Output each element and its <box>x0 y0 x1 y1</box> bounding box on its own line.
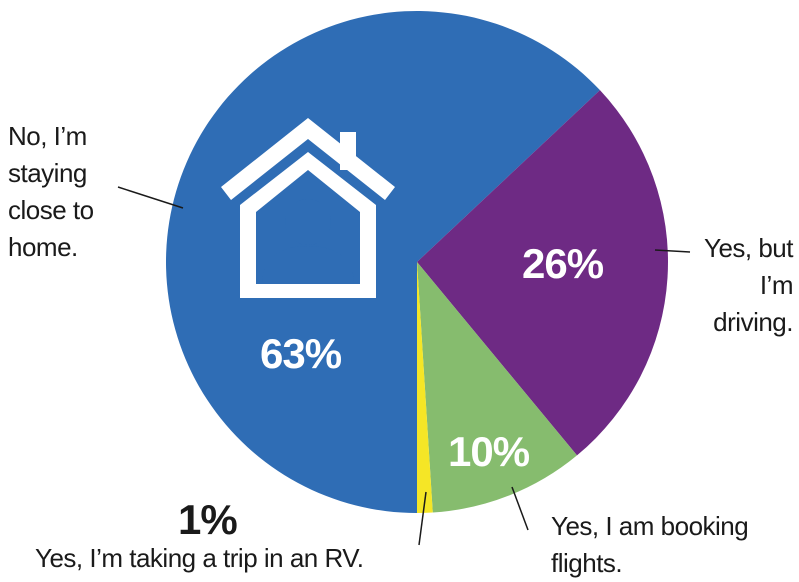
slice-label: Yes, I am booking flights. <box>551 511 749 578</box>
roof <box>221 118 395 200</box>
person-icon <box>262 199 354 284</box>
slices <box>166 11 669 513</box>
pie-slice <box>417 262 433 513</box>
leader-line <box>511 486 529 531</box>
person-body <box>262 246 354 284</box>
value-label: 63% <box>260 330 342 377</box>
chimney <box>340 132 356 170</box>
house-icon <box>221 118 395 298</box>
value-label: 26% <box>522 240 604 287</box>
slice-label: Yes, but I’m driving. <box>703 233 794 337</box>
leader-line <box>418 491 427 546</box>
slice-label: Yes, I’m taking a trip in an RV. <box>35 543 364 573</box>
slice-label: No, I’m staying close to home. <box>8 121 94 262</box>
house-body <box>240 152 376 298</box>
leader-line <box>654 249 691 253</box>
pie-slice <box>166 11 600 513</box>
person-head <box>285 199 331 245</box>
value-label: 1% <box>178 496 238 543</box>
pie-slice <box>417 90 669 456</box>
leaders <box>117 186 691 546</box>
value-label: 10% <box>448 428 530 475</box>
leader-line <box>117 186 184 209</box>
pie-slice <box>417 262 577 513</box>
